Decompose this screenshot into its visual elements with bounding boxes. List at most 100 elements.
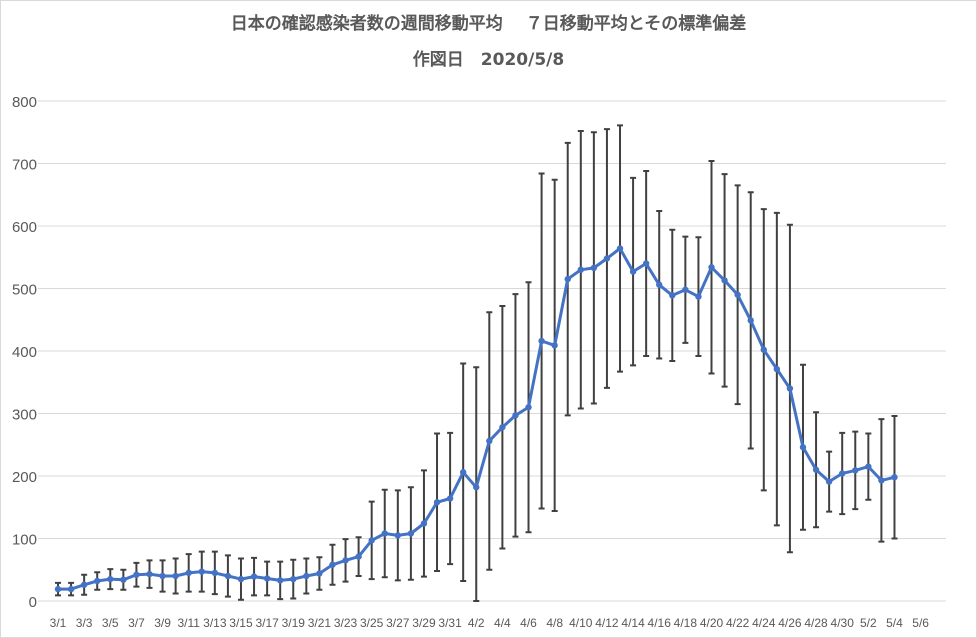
data-point [682,286,689,293]
data-point [329,561,336,568]
data-point [852,467,859,474]
y-tick-label: 800 [12,94,37,111]
data-point [721,277,728,284]
data-point [185,569,192,577]
x-tick-label: 3/21 [308,616,332,630]
data-point [94,577,101,585]
x-tick-label: 3/3 [76,616,93,630]
data-point [695,293,702,300]
data-point [629,268,637,275]
data-point [394,532,402,539]
data-point [512,412,519,419]
data-point [564,275,571,283]
data-point [433,499,441,506]
x-tick-label: 3/5 [102,616,119,630]
x-tick-label: 4/20 [700,616,724,630]
x-tick-label: 3/23 [334,616,358,630]
x-tick-label: 3/27 [386,616,410,630]
data-point [133,571,140,578]
data-point [67,585,75,593]
data-point [107,575,114,583]
y-tick-label: 700 [12,157,37,174]
x-tick-label: 4/18 [674,616,698,630]
x-tick-label: 4/4 [494,616,511,630]
data-point [525,404,532,411]
data-point [263,575,271,582]
data-point [54,585,62,593]
x-tick-label: 4/8 [546,616,563,630]
x-tick-label: 4/6 [520,616,537,630]
data-point [577,266,584,273]
x-tick-label: 4/16 [648,616,672,630]
data-point [368,537,375,544]
data-point [708,264,715,271]
x-tick-label: 4/28 [804,616,828,630]
data-point [276,577,284,584]
data-point [159,572,166,580]
data-point [316,570,323,577]
data-point [734,291,741,298]
data-point [590,264,598,272]
y-tick-label: 200 [12,469,37,486]
data-point [878,477,885,484]
data-point [773,365,781,373]
x-tick-label: 3/7 [128,616,145,630]
x-tick-label: 4/12 [595,616,619,630]
data-point [669,292,676,299]
chart-subtitle: 作図日 2020/5/8 [412,50,565,70]
x-tick-label: 4/14 [621,616,645,630]
data-point [172,572,179,580]
x-tick-label: 3/9 [154,616,171,630]
data-point [146,570,153,578]
data-point [799,444,807,451]
data-point [603,255,611,262]
data-point [747,317,754,324]
data-point [420,520,428,527]
x-tick-label: 3/13 [203,616,227,630]
x-tick-label: 3/19 [282,616,306,630]
x-tick-label: 5/4 [886,616,903,630]
data-point [446,495,454,502]
data-point [381,530,388,537]
data-point [760,346,767,353]
y-tick-label: 500 [12,282,37,299]
data-point [616,245,624,252]
x-tick-label: 4/2 [468,616,485,630]
data-point [551,342,558,349]
data-point [198,568,205,575]
x-tick-label: 4/10 [569,616,593,630]
data-point [80,581,88,588]
data-point [290,575,297,583]
data-point [825,478,833,485]
y-tick-label: 400 [12,344,37,361]
data-point [473,484,480,491]
chart-title: 日本の確認感染者数の週間移動平均 ７日移動平均とその標準偏差 [230,14,747,34]
data-point [303,572,310,580]
data-point [865,463,872,470]
x-tick-label: 4/26 [778,616,802,630]
data-point [224,572,232,580]
y-tick-label: 100 [12,532,37,549]
y-tick-label: 300 [12,407,37,424]
x-tick-label: 3/29 [412,616,436,630]
x-tick-label: 4/30 [831,616,855,630]
data-point [538,337,545,345]
data-point [342,557,349,564]
x-tick-label: 5/6 [912,616,929,630]
data-point [656,281,663,288]
data-point [839,470,846,477]
y-tick-label: 600 [12,219,37,236]
y-tick-label: 0 [29,594,37,611]
x-tick-label: 5/2 [860,616,877,630]
data-point [891,474,898,481]
x-tick-label: 4/22 [726,616,750,630]
x-tick-label: 3/15 [229,616,253,630]
x-tick-label: 3/17 [255,616,279,630]
x-tick-label: 4/24 [752,616,776,630]
data-point [355,553,362,560]
x-tick-label: 3/11 [177,616,200,630]
data-point [812,466,820,473]
data-point [459,469,467,476]
x-tick-label: 3/31 [438,616,462,630]
